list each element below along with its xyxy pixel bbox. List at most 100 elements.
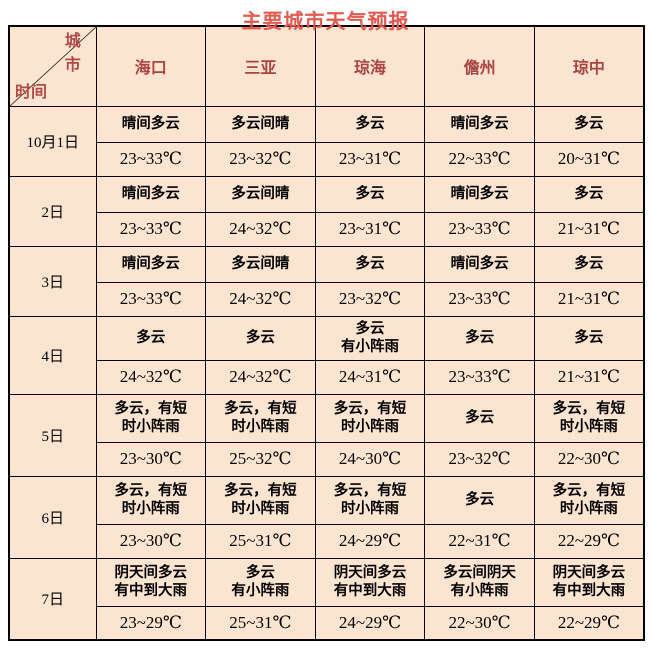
- weather-cell: 多云: [533, 315, 645, 361]
- temp-cell: 24~32℃: [95, 359, 207, 395]
- city-header-haikou: 海口: [95, 25, 207, 107]
- temp-cell: 24~32℃: [205, 211, 316, 247]
- temp-cell: 23~33℃: [424, 281, 535, 317]
- temp-cell: 20~31℃: [533, 141, 645, 177]
- temp-cell: 23~33℃: [424, 359, 535, 395]
- temp-cell: 23~31℃: [314, 211, 426, 247]
- weather-cell: 多云间阴天 有小阵雨: [424, 557, 535, 607]
- weather-cell: 阴天间多云 有中到大雨: [533, 557, 645, 607]
- temp-cell: 22~29℃: [533, 523, 645, 559]
- date-cell: 7日: [8, 557, 97, 641]
- weather-cell: 多云: [533, 245, 645, 283]
- temp-cell: 22~30℃: [533, 441, 645, 477]
- date-cell: 10月1日: [8, 105, 97, 177]
- weather-cell: 多云，有短 时小阵雨: [95, 475, 207, 525]
- table-row: 4日 多云 多云 多云 有小阵雨 多云 多云: [8, 315, 645, 395]
- weather-cell: 多云: [95, 315, 207, 361]
- corner-city-label: 城市: [64, 33, 81, 74]
- table-header-row: 城市 时间 海口 三亚 琼海 儋州 琼中: [8, 25, 645, 107]
- city-header-qionghai: 琼海: [314, 25, 426, 107]
- corner-time-label: 时间: [15, 83, 48, 101]
- table-row: 6日 多云，有短 时小阵雨 多云，有短 时小阵雨 多云，有短 时小阵雨 多云 多…: [8, 475, 645, 559]
- temp-cell: 23~32℃: [205, 141, 316, 177]
- weather-cell: 多云，有短 时小阵雨: [314, 475, 426, 525]
- temp-cell: 23~30℃: [95, 441, 207, 477]
- date-cell: 4日: [8, 315, 97, 395]
- weather-cell: 多云，有短 时小阵雨: [533, 475, 645, 525]
- weather-cell: 多云: [424, 315, 535, 361]
- city-header-danzhou: 儋州: [424, 25, 535, 107]
- weather-cell: 多云 有小阵雨: [314, 315, 426, 361]
- weather-cell: 多云: [533, 105, 645, 143]
- temp-cell: 24~31℃: [314, 359, 426, 395]
- temp-cell: 23~32℃: [424, 441, 535, 477]
- temp-cell: 23~33℃: [424, 211, 535, 247]
- date-cell: 5日: [8, 393, 97, 477]
- temp-cell: 25~31℃: [205, 523, 316, 559]
- weather-cell: 多云，有短 时小阵雨: [205, 393, 316, 443]
- weather-cell: 多云: [424, 393, 535, 443]
- temp-cell: 23~33℃: [95, 141, 207, 177]
- city-header-qiongzhong: 琼中: [533, 25, 645, 107]
- table-row: 23~29℃ 25~31℃ 24~29℃ 22~30℃ 22~29℃: [9, 605, 645, 641]
- temp-cell: 23~33℃: [95, 211, 207, 247]
- temp-cell: 22~33℃: [424, 141, 535, 177]
- weather-table: 城市 时间 海口 三亚 琼海 儋州 琼中 10月1日 晴间多云 多云间晴 多云 …: [8, 25, 645, 641]
- temp-cell: 21~31℃: [533, 359, 645, 395]
- temp-cell: 21~31℃: [533, 211, 645, 247]
- weather-cell: 多云: [533, 175, 645, 213]
- weather-cell: 多云间晴: [205, 175, 316, 213]
- table-row: 23~33℃ 23~32℃ 23~31℃ 22~33℃ 20~31℃: [9, 141, 645, 177]
- temp-cell: 23~29℃: [95, 605, 207, 641]
- weather-cell: 晴间多云: [424, 245, 535, 283]
- table-row: 23~33℃ 24~32℃ 23~32℃ 23~33℃ 21~31℃: [9, 281, 645, 317]
- temp-cell: 22~31℃: [424, 523, 535, 559]
- corner-header-cell: 城市 时间: [8, 25, 97, 107]
- weather-cell: 多云，有短 时小阵雨: [533, 393, 645, 443]
- city-header-sanya: 三亚: [205, 25, 316, 107]
- weather-cell: 晴间多云: [95, 105, 207, 143]
- weather-cell: 多云: [424, 475, 535, 525]
- temp-cell: 24~32℃: [205, 359, 316, 395]
- weather-cell: 多云: [205, 315, 316, 361]
- temp-cell: 24~32℃: [205, 281, 316, 317]
- weather-cell: 多云 有小阵雨: [205, 557, 316, 607]
- temp-cell: 22~30℃: [424, 605, 535, 641]
- weather-cell: 晴间多云: [424, 105, 535, 143]
- page-title: 主要城市天气预报: [241, 11, 410, 33]
- table-row: 3日 晴间多云 多云间晴 多云 晴间多云 多云: [8, 245, 645, 317]
- table-row: 2日 晴间多云 多云间晴 多云 晴间多云 多云: [8, 175, 645, 247]
- temp-cell: 24~29℃: [314, 523, 426, 559]
- temp-cell: 22~29℃: [533, 605, 645, 641]
- temp-cell: 25~32℃: [205, 441, 316, 477]
- table-row: 5日 多云，有短 时小阵雨 多云，有短 时小阵雨 多云，有短 时小阵雨 多云 多…: [8, 393, 645, 477]
- weather-cell: 多云，有短 时小阵雨: [314, 393, 426, 443]
- table-row: 23~30℃ 25~31℃ 24~29℃ 22~31℃ 22~29℃: [9, 523, 645, 559]
- temp-cell: 23~32℃: [314, 281, 426, 317]
- temp-cell: 23~30℃: [95, 523, 207, 559]
- temp-cell: 23~33℃: [95, 281, 207, 317]
- weather-cell: 多云间晴: [205, 105, 316, 143]
- date-cell: 2日: [8, 175, 97, 247]
- weather-cell: 阴天间多云 有中到大雨: [95, 557, 207, 607]
- weather-cell: 多云间晴: [205, 245, 316, 283]
- temp-cell: 23~31℃: [314, 141, 426, 177]
- temp-cell: 25~31℃: [205, 605, 316, 641]
- date-cell: 3日: [8, 245, 97, 317]
- weather-cell: 多云: [314, 105, 426, 143]
- table-row: 24~32℃ 24~32℃ 24~31℃ 23~33℃ 21~31℃: [9, 359, 645, 395]
- weather-cell: 多云: [314, 245, 426, 283]
- date-cell: 6日: [8, 475, 97, 559]
- table-row: 10月1日 晴间多云 多云间晴 多云 晴间多云 多云: [8, 105, 645, 177]
- weather-cell: 多云: [314, 175, 426, 213]
- weather-cell: 晴间多云: [424, 175, 535, 213]
- table-row: 23~33℃ 24~32℃ 23~31℃ 23~33℃ 21~31℃: [9, 211, 645, 247]
- temp-cell: 24~30℃: [314, 441, 426, 477]
- temp-cell: 24~29℃: [314, 605, 426, 641]
- temp-cell: 21~31℃: [533, 281, 645, 317]
- weather-cell: 晴间多云: [95, 245, 207, 283]
- weather-cell: 阴天间多云 有中到大雨: [314, 557, 426, 607]
- table-row: 23~30℃ 25~32℃ 24~30℃ 23~32℃ 22~30℃: [9, 441, 645, 477]
- table-row: 7日 阴天间多云 有中到大雨 多云 有小阵雨 阴天间多云 有中到大雨 多云间阴天…: [8, 557, 645, 641]
- weather-cell: 多云，有短 时小阵雨: [95, 393, 207, 443]
